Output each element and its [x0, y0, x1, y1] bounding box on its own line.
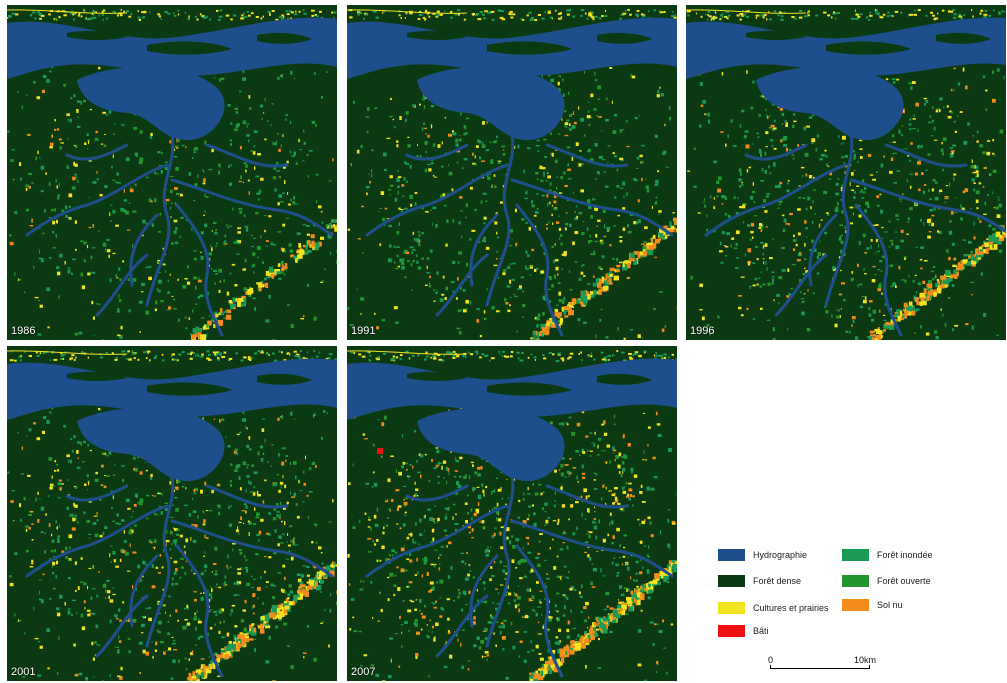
map-panel-1996: 1996 — [686, 5, 1006, 340]
legend-swatch — [842, 575, 869, 587]
legend-label: Hydrographie — [753, 550, 808, 560]
year-label: 1996 — [690, 325, 715, 337]
legend-item-foret-dense: Forêt dense — [718, 574, 801, 588]
map-panel-2001: 2001 — [7, 346, 337, 681]
legend-swatch — [842, 549, 869, 561]
map-panel-1991: 1991 — [347, 5, 677, 340]
scale-bar: 0 10km — [768, 655, 877, 672]
map-panel-2007: 2007 — [347, 346, 677, 681]
legend-label: Forêt dense — [753, 576, 802, 586]
legend-swatch — [718, 625, 745, 637]
year-label: 1991 — [351, 325, 376, 337]
legend-swatch — [718, 549, 745, 561]
scale-end-label: 10km — [854, 655, 877, 665]
scale-start-label: 0 — [768, 655, 774, 665]
legend-swatch — [718, 602, 745, 614]
scale-line — [770, 668, 870, 669]
legend-swatch — [842, 599, 869, 611]
legend-item-cultures-prairies: Cultures et prairies — [718, 601, 829, 615]
legend-item-bati: Bâti — [718, 624, 769, 638]
legend-swatch — [718, 575, 745, 587]
scale-tick — [770, 665, 771, 669]
year-label: 2007 — [351, 666, 376, 678]
year-label: 1986 — [11, 325, 36, 337]
legend-item-foret-ouverte: Forêt ouverte — [842, 574, 931, 588]
legend-item-foret-inondee: Forêt inondée — [842, 548, 933, 562]
legend-item-sol-nu: Sol nu — [842, 598, 903, 612]
scale-tick — [869, 665, 870, 669]
map-legend: Hydrographie Forêt dense Cultures et pra… — [718, 548, 978, 668]
year-label: 2001 — [11, 666, 36, 678]
legend-label: Cultures et prairies — [753, 603, 829, 613]
legend-label: Forêt inondée — [877, 550, 933, 560]
legend-item-hydrographie: Hydrographie — [718, 548, 807, 562]
legend-label: Forêt ouverte — [877, 576, 931, 586]
legend-label: Bâti — [753, 626, 769, 636]
map-panel-1986: 1986 — [7, 5, 337, 340]
legend-label: Sol nu — [877, 600, 903, 610]
